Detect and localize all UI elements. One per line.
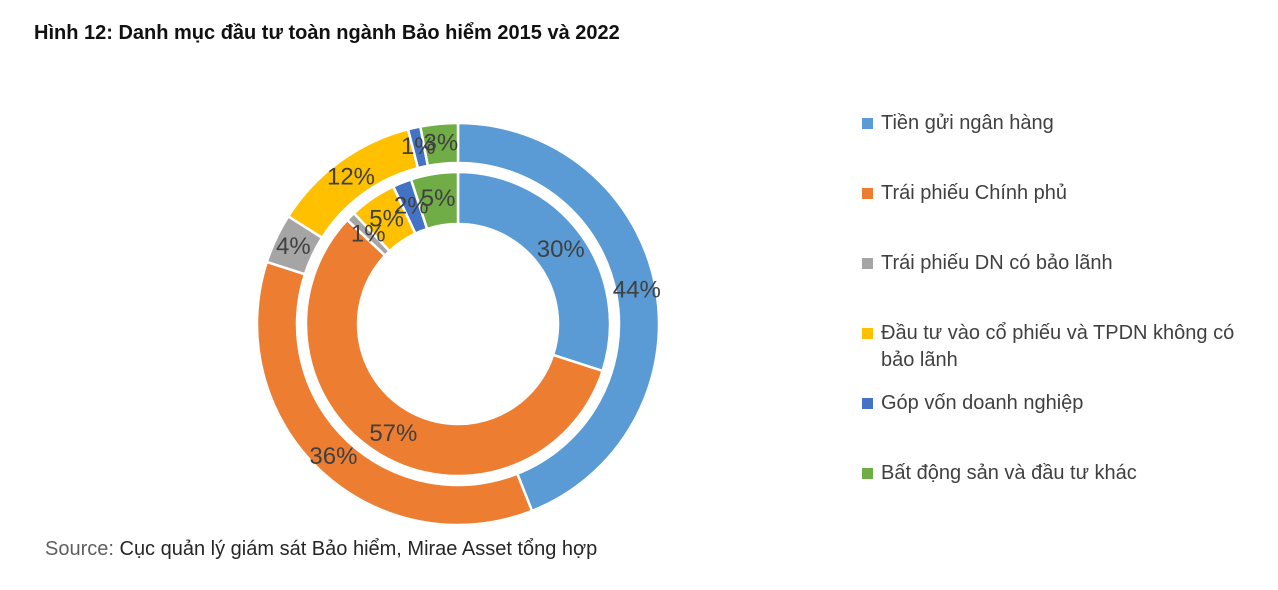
legend-label-0: Tiền gửi ngân hàng [881, 112, 1054, 134]
page-title: Hình 12: Danh mục đầu tư toàn ngành Bảo … [34, 22, 620, 44]
data-label-2022-0: 44% [613, 276, 661, 303]
data-label-2022-3: 12% [327, 163, 375, 190]
donut-segment-2015-1 [304, 218, 605, 478]
legend-item-0: Tiền gửi ngân hàng [862, 110, 1252, 180]
legend-swatch-0 [862, 118, 873, 129]
data-label-2015-0: 30% [537, 236, 585, 263]
legend-swatch-5 [862, 468, 873, 479]
data-label-2015-2: 1% [351, 221, 386, 248]
data-label-2022-5: 3% [424, 129, 459, 156]
legend: Tiền gửi ngân hàng Trái phiếu Chính phủ Tr… [862, 110, 1252, 530]
data-label-2015-3: 5% [369, 205, 404, 232]
donut-segment-2015-0 [456, 170, 612, 373]
data-label-2022-4: 1% [401, 133, 436, 160]
source-prefix: Source: [45, 538, 114, 560]
legend-label-5: Bất động sản và đầu tư khác [881, 462, 1137, 484]
donut-segment-2022-0 [456, 121, 661, 513]
legend-item-2: Trái phiếu DN có bảo lãnh [862, 250, 1252, 320]
legend-item-4: Góp vốn doanh nghiệp [862, 390, 1252, 460]
legend-item-3: Đầu tư vào cổ phiếu và TPDN không có bảo… [862, 320, 1252, 390]
legend-swatch-2 [862, 258, 873, 269]
legend-item-1: Trái phiếu Chính phủ [862, 180, 1252, 250]
legend-item-5: Bất động sản và đầu tư khác [862, 460, 1252, 530]
donut-segment-2022-1 [255, 260, 534, 527]
legend-swatch-4 [862, 398, 873, 409]
donut-chart: 30% 57% 1% 5% 2% 5% 44% 36% 4% 12% 1% 3% [247, 113, 669, 535]
legend-label-4: Góp vốn doanh nghiệp [881, 392, 1084, 414]
data-label-2015-4: 2% [394, 192, 429, 219]
legend-label-2: Trái phiếu DN có bảo lãnh [881, 252, 1113, 274]
donut-chart-svg: 30%57%1%5%2%5%44%36%4%12%1%3% [255, 121, 661, 527]
legend-label-1: Trái phiếu Chính phủ [881, 182, 1068, 204]
legend-swatch-3 [862, 328, 873, 339]
data-label-2015-5: 5% [421, 185, 456, 212]
legend-label-3: Đầu tư vào cổ phiếu và TPDN không có bảo… [881, 322, 1235, 371]
data-label-2022-1: 36% [309, 443, 357, 470]
source-text: Cục quản lý giám sát Bảo hiểm, Mirae Ass… [113, 538, 598, 560]
legend-swatch-1 [862, 188, 873, 199]
data-label-2015-1: 57% [369, 420, 417, 447]
source-line: Source: Cục quản lý giám sát Bảo hiểm, M… [45, 538, 597, 561]
donut-segment-2015-5 [409, 170, 460, 231]
donut-segment-2022-5 [418, 121, 460, 168]
data-label-2022-2: 4% [276, 233, 311, 260]
